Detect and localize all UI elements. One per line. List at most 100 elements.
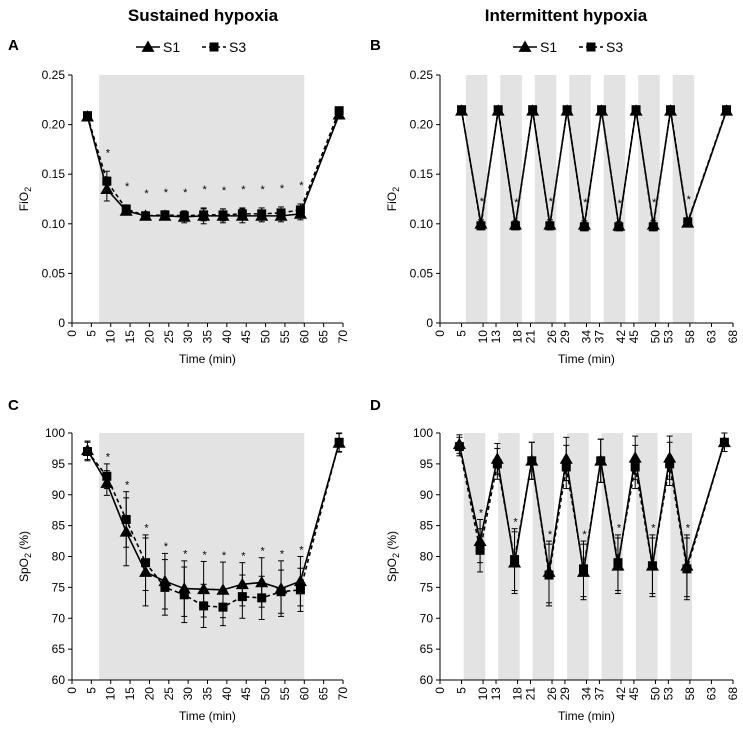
y-tick-label: 75 [52, 580, 66, 594]
series-s3 [82, 432, 344, 629]
data-point [218, 602, 228, 612]
x-tick-label: 45 [239, 330, 253, 344]
data-point [218, 210, 228, 220]
y-tick-label: 0.15 [410, 167, 434, 181]
significance-star: * [479, 507, 484, 519]
y-tick-label: 90 [52, 488, 66, 502]
y-tick-label: 95 [420, 457, 434, 471]
x-tick-label: 25 [162, 330, 176, 344]
x-tick-label: 5 [84, 330, 98, 337]
x-tick-label: 26 [545, 330, 559, 344]
y-tick-label: 0.25 [410, 68, 434, 82]
data-point [579, 222, 589, 232]
x-tick-label: 45 [627, 687, 641, 701]
y-tick-label: 75 [420, 580, 434, 594]
significance-star: * [686, 523, 691, 535]
significance-star: * [652, 197, 657, 209]
significance-star: * [222, 550, 227, 562]
x-tick-label: 50 [648, 687, 662, 701]
legend: S1 S3 [513, 39, 623, 55]
y-tick-label: 60 [52, 673, 66, 687]
x-tick-label: 10 [104, 687, 118, 701]
x-tick-label: 65 [317, 330, 331, 344]
y-axis-label: FiO2 [385, 187, 401, 211]
data-point [544, 570, 554, 580]
y-tick-label: 0.20 [42, 118, 66, 132]
data-point [82, 111, 92, 121]
significance-star: * [106, 147, 111, 159]
x-tick-label: 10 [104, 330, 118, 344]
x-tick-label: 53 [661, 687, 675, 701]
data-point [596, 456, 606, 466]
data-point [237, 209, 247, 219]
data-point [141, 211, 151, 221]
panel-letter: B [370, 37, 381, 54]
significance-star: * [183, 549, 188, 561]
y-axis-label-main: FiO [17, 192, 31, 211]
data-point [665, 459, 675, 469]
y-axis-label: SpO2 (%) [17, 531, 33, 582]
x-tick-label: 68 [726, 330, 740, 344]
x-tick-label: 68 [726, 687, 740, 701]
x-tick-label: 18 [511, 687, 525, 701]
data-point [454, 442, 464, 452]
x-tick-label: 30 [181, 330, 195, 344]
y-tick-label: 0.25 [42, 68, 66, 82]
data-point [199, 601, 209, 611]
y-axis-label-sub: 2 [23, 553, 33, 558]
x-axis-label: Time (min) [179, 709, 236, 723]
data-point [257, 593, 267, 603]
y-tick-label: 80 [52, 550, 66, 564]
legend-label: S3 [229, 39, 246, 55]
data-point [102, 471, 112, 481]
x-tick-label: 20 [142, 330, 156, 344]
data-point [476, 221, 486, 231]
data-point [199, 210, 209, 220]
data-point [647, 561, 657, 571]
y-axis-label: SpO2 (%) [385, 531, 401, 582]
y-axis-label-sub: 2 [23, 187, 33, 192]
x-tick-label: 50 [648, 330, 662, 344]
significance-star: * [241, 184, 246, 196]
data-point [276, 587, 286, 597]
significance-star: * [164, 187, 169, 199]
x-tick-label: 40 [220, 687, 234, 701]
significance-star: * [261, 546, 266, 558]
significance-star: * [548, 529, 553, 541]
data-point [578, 564, 588, 574]
data-point [683, 217, 693, 227]
x-tick-label: 0 [65, 330, 79, 337]
x-tick-label: 30 [181, 687, 195, 701]
significance-star: * [514, 197, 519, 209]
panel-letter: D [370, 397, 381, 414]
column-title-sustained: Sustained hypoxia [128, 6, 279, 25]
x-tick-label: 21 [523, 687, 537, 701]
data-point [257, 209, 267, 219]
y-tick-label: 0 [426, 316, 433, 330]
significance-star: * [513, 517, 518, 529]
significance-star: * [651, 523, 656, 535]
shaded-region [99, 433, 305, 680]
panels: A00.050.100.150.200.250 5 10 15 20 25 30 35 40 45… [8, 37, 740, 723]
data-point [334, 437, 344, 447]
shaded-region [532, 433, 555, 680]
data-point [613, 558, 623, 568]
data-point [666, 105, 676, 115]
data-point [597, 105, 607, 115]
y-tick-label: 0.05 [410, 266, 434, 280]
legend-marker [586, 42, 596, 52]
significance-star: * [299, 544, 304, 556]
panel-a: A00.050.100.150.200.250 5 10 15 20 25 30 35 40 45… [8, 37, 350, 366]
x-tick-label: 35 [201, 330, 215, 344]
y-tick-label: 0.10 [42, 217, 66, 231]
significance-star: * [144, 188, 149, 200]
shaded-region [99, 75, 305, 323]
column-title-intermittent: Intermittent hypoxia [485, 6, 648, 25]
y-tick-label: 65 [420, 642, 434, 656]
data-point [510, 555, 520, 565]
data-point [631, 105, 641, 115]
data-point [160, 210, 170, 220]
x-tick-label: 55 [278, 687, 292, 701]
